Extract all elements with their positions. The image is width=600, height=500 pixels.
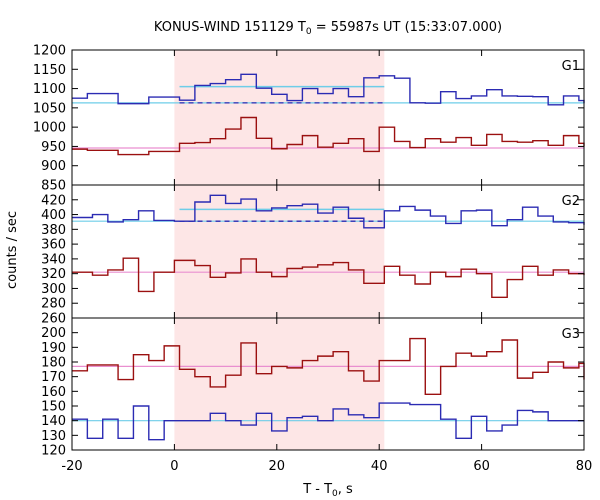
y-tick-label: 400 bbox=[41, 208, 66, 223]
burst-interval-shade bbox=[174, 50, 385, 450]
panel-label: G1 bbox=[562, 59, 580, 74]
y-tick-label: 130 bbox=[41, 429, 66, 444]
y-tick-label: 1200 bbox=[33, 44, 66, 59]
y-tick-label: 190 bbox=[41, 341, 66, 356]
y-tick-label: 260 bbox=[41, 312, 66, 327]
y-tick-label: 1100 bbox=[33, 82, 66, 97]
chart-title: KONUS-WIND 151129 T0 = 55987s UT (15:33:… bbox=[154, 20, 502, 37]
y-tick-label: 340 bbox=[41, 252, 66, 267]
y-tick-label: 850 bbox=[41, 179, 66, 194]
y-tick-label: 380 bbox=[41, 223, 66, 238]
x-tick-label: 20 bbox=[269, 459, 286, 474]
panel-g3 bbox=[72, 337, 585, 441]
y-tick-label: 950 bbox=[41, 140, 66, 155]
interval-layer bbox=[174, 50, 385, 450]
y-axis-label: counts / sec bbox=[5, 211, 20, 289]
y-tick-label: 900 bbox=[41, 159, 66, 174]
series-blue-histogram bbox=[72, 402, 584, 441]
panel-frame bbox=[71, 317, 585, 451]
series-blue-histogram bbox=[72, 194, 585, 229]
x-tick-label: 40 bbox=[371, 459, 388, 474]
y-tick-label: 180 bbox=[41, 356, 66, 371]
y-tick-label: 140 bbox=[41, 414, 66, 429]
panel-g1 bbox=[72, 73, 585, 156]
panel-g2 bbox=[72, 194, 585, 299]
panel-label: G2 bbox=[562, 194, 580, 209]
x-tick-label: -20 bbox=[61, 459, 82, 474]
y-tick-label: 1050 bbox=[33, 101, 66, 116]
panel-label: G3 bbox=[562, 327, 580, 342]
y-tick-label: 320 bbox=[41, 267, 66, 282]
y-tick-label: 150 bbox=[41, 400, 66, 415]
y-tick-label: 420 bbox=[41, 193, 66, 208]
series-red-histogram bbox=[72, 337, 585, 395]
y-tick-label: 280 bbox=[41, 297, 66, 312]
series-red-histogram bbox=[72, 257, 585, 299]
y-tick-label: 1000 bbox=[33, 121, 66, 136]
y-tick-label: 300 bbox=[41, 282, 66, 297]
series-blue-histogram bbox=[72, 73, 585, 106]
x-tick-label: 60 bbox=[473, 459, 490, 474]
x-tick-label: 0 bbox=[170, 459, 178, 474]
data-layer bbox=[72, 73, 585, 441]
y-tick-label: 1150 bbox=[33, 63, 66, 78]
x-axis-label: T - T0, s bbox=[302, 482, 353, 499]
y-tick-label: 160 bbox=[41, 385, 66, 400]
y-tick-label: 200 bbox=[41, 326, 66, 341]
y-tick-label: 120 bbox=[41, 444, 66, 459]
frame-layer: 85090095010001050110011501200G1260280300… bbox=[33, 44, 592, 475]
x-tick-label: 80 bbox=[576, 459, 593, 474]
y-tick-label: 360 bbox=[41, 238, 66, 253]
y-tick-label: 170 bbox=[41, 370, 66, 385]
series-red-histogram bbox=[72, 116, 585, 156]
